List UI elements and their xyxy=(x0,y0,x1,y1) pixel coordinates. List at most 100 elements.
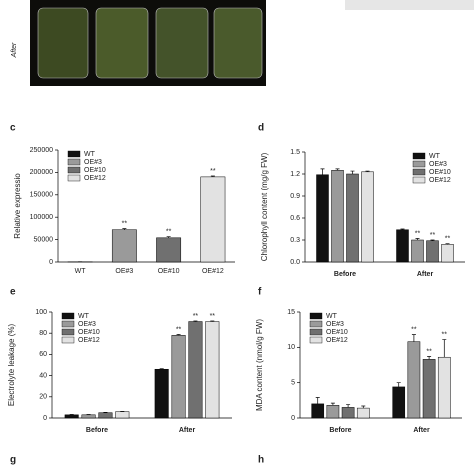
legend-swatch xyxy=(309,328,323,336)
bar xyxy=(411,239,424,263)
error-bar xyxy=(442,339,447,358)
legend-label: OE#12 xyxy=(78,337,100,344)
bar xyxy=(346,173,359,263)
bar xyxy=(437,356,451,419)
error-bar xyxy=(210,320,215,322)
y-tick-label: 1.2 xyxy=(290,171,300,178)
error-bar xyxy=(396,382,401,387)
legend-label: OE#10 xyxy=(429,169,451,176)
y-tick-label: 50000 xyxy=(34,236,54,243)
annotation: ** xyxy=(176,326,182,333)
error-bar xyxy=(122,228,127,230)
x-tick-label: After xyxy=(417,271,434,278)
error-bar xyxy=(320,168,325,175)
x-tick-label: After xyxy=(179,427,196,434)
annotation: ** xyxy=(445,236,451,243)
y-tick-label: 15 xyxy=(287,309,295,316)
x-tick-label: Before xyxy=(86,427,108,434)
bar xyxy=(422,359,436,419)
error-bar xyxy=(193,320,198,322)
error-bar xyxy=(166,236,171,238)
bar xyxy=(361,171,374,263)
legend-swatch xyxy=(412,152,426,160)
bar xyxy=(426,240,439,263)
legend-label: OE#12 xyxy=(84,175,106,182)
error-bar xyxy=(430,239,435,241)
legend-label: OE#3 xyxy=(326,321,344,328)
y-tick-label: 10 xyxy=(287,344,295,351)
error-bar xyxy=(315,397,320,404)
annotation: ** xyxy=(210,313,216,320)
x-tick-label: After xyxy=(413,427,430,434)
bar xyxy=(200,176,226,263)
legend-label: OE#10 xyxy=(78,329,100,336)
x-tick-label: OE#10 xyxy=(158,268,180,275)
panel-label: h xyxy=(258,455,264,466)
y-tick-label: 80 xyxy=(39,330,47,337)
y-tick-label: 0.9 xyxy=(290,193,300,200)
bar xyxy=(331,170,344,263)
error-bar xyxy=(330,402,335,406)
legend-label: WT xyxy=(326,313,338,320)
legend-label: WT xyxy=(429,153,441,160)
annotation: ** xyxy=(166,229,172,236)
y-tick-label: 0 xyxy=(291,415,295,422)
legend-label: OE#3 xyxy=(84,159,102,166)
annotation: ** xyxy=(430,232,436,239)
y-tick-label: 0 xyxy=(49,259,53,266)
bar xyxy=(341,407,355,419)
y-axis-label: MDA content (nmol/g FW) xyxy=(255,319,264,411)
legend-swatch xyxy=(61,336,75,344)
y-tick-label: 100 xyxy=(35,309,47,316)
y-tick-label: 0.0 xyxy=(290,259,300,266)
error-bar xyxy=(361,405,366,409)
panel-label: d xyxy=(258,123,264,134)
error-bar xyxy=(350,170,355,174)
bar xyxy=(205,321,220,419)
bar xyxy=(81,414,96,419)
error-bar xyxy=(176,334,181,336)
x-tick-label: Before xyxy=(329,427,351,434)
y-tick-label: 40 xyxy=(39,372,47,379)
bar xyxy=(171,335,186,419)
error-bar xyxy=(411,334,416,342)
bar xyxy=(407,341,421,419)
legend-label: OE#3 xyxy=(429,161,447,168)
bar xyxy=(316,174,329,263)
y-tick-label: 250000 xyxy=(30,147,53,154)
bar xyxy=(111,229,137,263)
annotation: ** xyxy=(193,313,199,320)
error-bar xyxy=(400,228,405,230)
error-bar xyxy=(346,404,351,408)
y-tick-label: 0.3 xyxy=(290,237,300,244)
annotation: ** xyxy=(411,326,417,333)
error-bar xyxy=(445,243,450,245)
legend-swatch xyxy=(67,166,81,174)
y-tick-label: 150000 xyxy=(30,192,53,199)
bar xyxy=(441,244,454,263)
legend-swatch xyxy=(61,320,75,328)
annotation: ** xyxy=(415,230,421,237)
legend-swatch xyxy=(412,168,426,176)
bar xyxy=(392,386,406,419)
bar xyxy=(188,321,203,419)
legend-swatch xyxy=(309,320,323,328)
y-axis-label: Chlorophyll content (mg/g FW) xyxy=(260,152,269,261)
legend-swatch xyxy=(412,160,426,168)
bar xyxy=(98,412,113,419)
y-tick-label: 100000 xyxy=(30,214,53,221)
legend-label: OE#3 xyxy=(78,321,96,328)
error-bar xyxy=(365,170,370,172)
panel-label: g xyxy=(10,455,16,466)
bar xyxy=(154,368,169,419)
y-axis-label: Relative expressio xyxy=(13,173,22,239)
legend-swatch xyxy=(67,158,81,166)
legend-label: OE#12 xyxy=(326,337,348,344)
y-tick-label: 0 xyxy=(43,415,47,422)
legend-swatch xyxy=(309,336,323,344)
annotation: ** xyxy=(426,348,432,355)
error-bar xyxy=(335,168,340,171)
y-tick-label: 60 xyxy=(39,351,47,358)
bar xyxy=(356,407,370,419)
annotation: ** xyxy=(210,168,216,175)
